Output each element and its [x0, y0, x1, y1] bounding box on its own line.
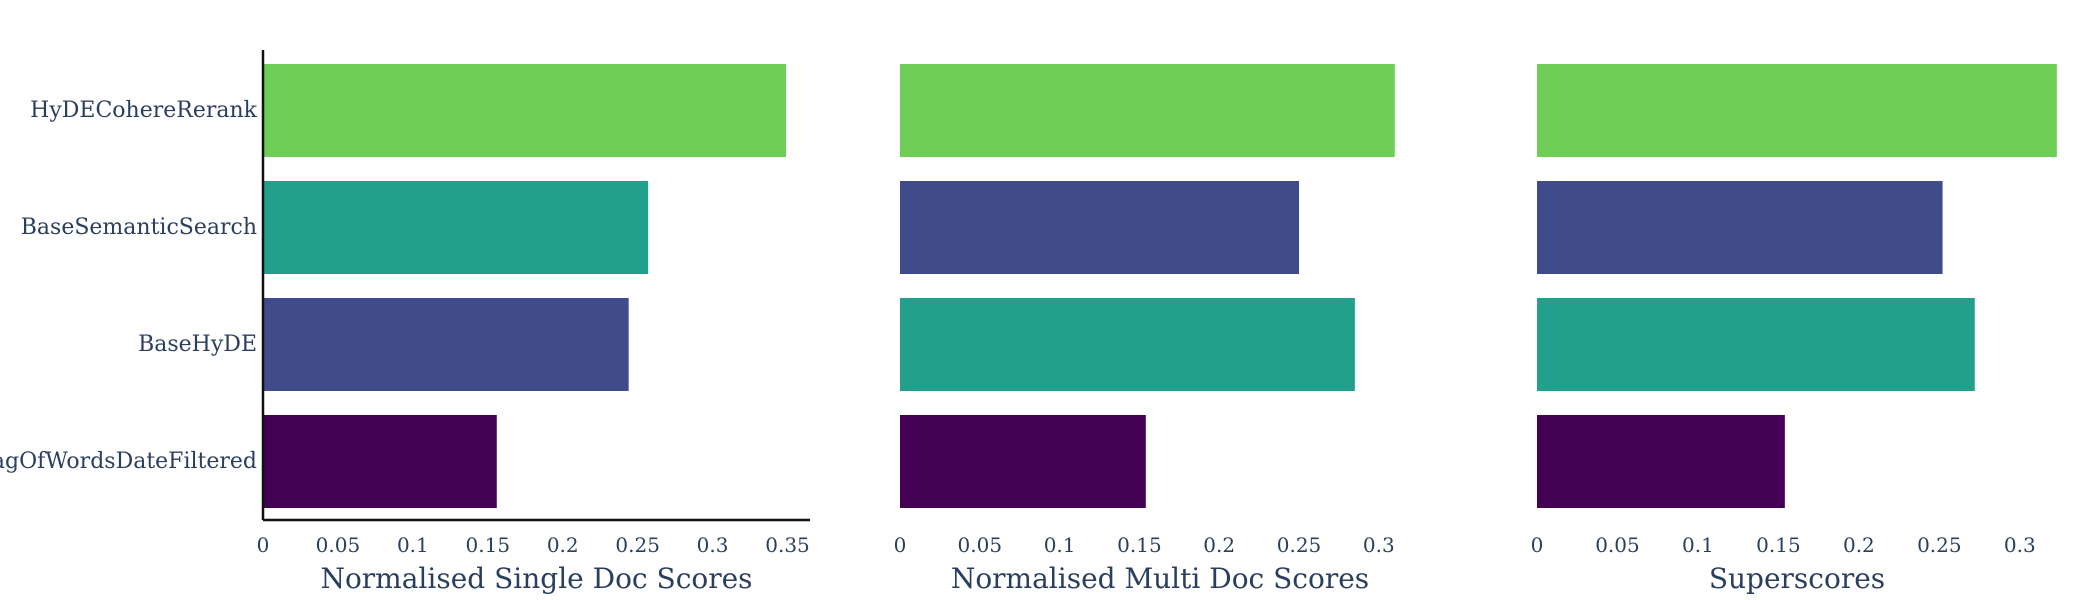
x-tick-label: 0.25: [1277, 533, 1322, 557]
x-axis-title: Normalised Multi Doc Scores: [951, 562, 1369, 595]
category-label-base-semantic-search: BaseSemanticSearch: [21, 215, 257, 240]
bar-hy-decohere-rerank: [900, 64, 1395, 157]
category-label-hy-decohere-rerank: HyDECohereRerank: [30, 98, 258, 123]
x-tick-label: 0.2: [1843, 533, 1875, 557]
category-label-base-hy-de: BaseHyDE: [138, 332, 257, 357]
x-tick-label: 0.35: [765, 533, 810, 557]
x-tick-label: 0.3: [2004, 533, 2036, 557]
panel-multi-doc-scores: 0 0.05 0.1 0.15 0.2 0.25 0.3 Normalised Multi D…: [894, 64, 1395, 595]
bar-hy-decohere-rerank: [1537, 64, 2057, 157]
x-tick-label: 0.3: [697, 533, 729, 557]
x-tick-label: 0.05: [958, 533, 1003, 557]
bar-base-hy-de: [263, 298, 629, 391]
x-tick-label: 0: [257, 533, 270, 557]
x-axis-title: Normalised Single Doc Scores: [320, 562, 752, 595]
bar-bag-of-words-date-filtered: [263, 415, 497, 508]
bar-base-semantic-search: [263, 181, 649, 274]
x-tick-label: 0.25: [615, 533, 660, 557]
x-tick-label: 0.1: [397, 533, 429, 557]
x-tick-label: 0.05: [316, 533, 361, 557]
x-tick-label: 0: [894, 533, 907, 557]
x-tick-label: 0.15: [1117, 533, 1162, 557]
bar-bag-of-words-date-filtered: [900, 415, 1146, 508]
x-tick-label: 0.15: [466, 533, 511, 557]
panel-single-doc-scores: HyDECohereRerank BaseSemanticSearch BaseHy…: [0, 50, 810, 595]
x-tick-label: 0.15: [1756, 533, 1801, 557]
bar-base-hy-de: [1537, 298, 1975, 391]
x-axis-title: Superscores: [1709, 562, 1885, 595]
bar-base-semantic-search: [1537, 181, 1943, 274]
x-tick-label: 0: [1531, 533, 1544, 557]
x-tick-label: 0.1: [1682, 533, 1714, 557]
panel-superscores: 0 0.05 0.1 0.15 0.2 0.25 0.3 Superscores: [1531, 64, 2057, 595]
x-tick-label: 0.25: [1917, 533, 1962, 557]
x-tick-label: 0.05: [1595, 533, 1640, 557]
bar-base-hy-de: [900, 298, 1355, 391]
x-tick-label: 0.3: [1363, 533, 1395, 557]
x-tick-label: 0.2: [547, 533, 579, 557]
bar-bag-of-words-date-filtered: [1537, 415, 1785, 508]
x-tick-label: 0.2: [1203, 533, 1235, 557]
bar-hy-decohere-rerank: [263, 64, 787, 157]
x-tick-label: 0.1: [1044, 533, 1076, 557]
category-label-bag-of-words-date-filtered: BagOfWordsDateFiltered: [0, 449, 257, 474]
bar-base-semantic-search: [900, 181, 1300, 274]
